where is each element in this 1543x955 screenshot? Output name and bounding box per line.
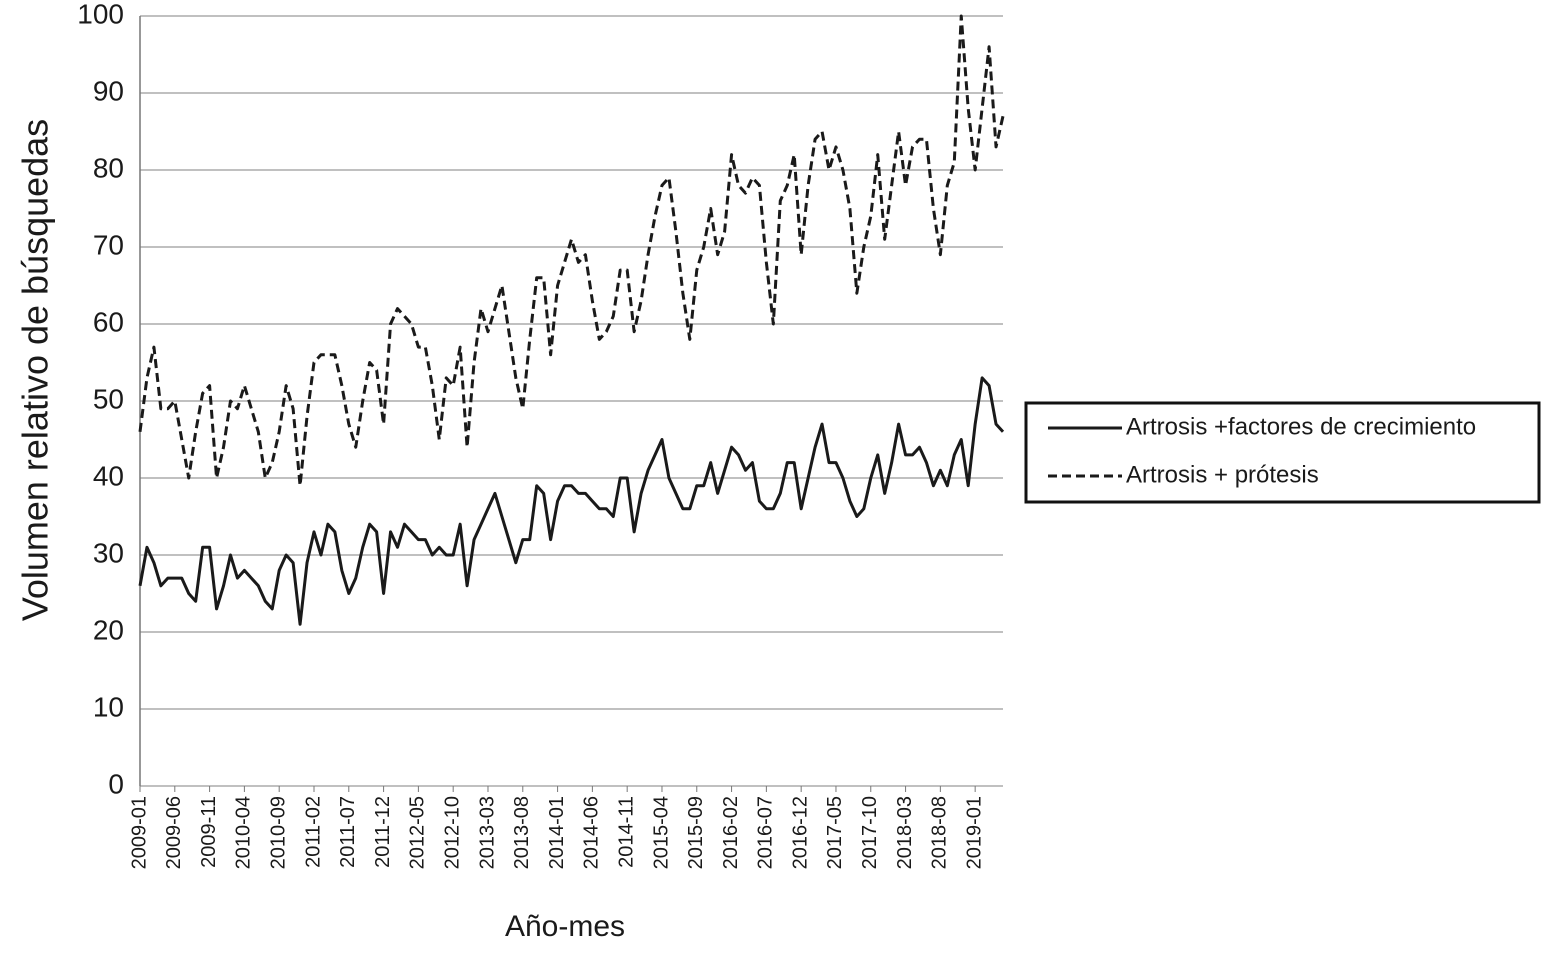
legend-label: Artrosis +factores de crecimiento	[1126, 413, 1476, 440]
x-tick-label: 2012-10	[441, 796, 463, 869]
y-tick-label: 50	[93, 383, 124, 414]
y-tick-label: 90	[93, 75, 124, 106]
y-tick-label: 20	[93, 614, 124, 645]
x-tick-label: 2017-10	[859, 796, 881, 869]
x-tick-label: 2011-07	[337, 796, 359, 868]
x-tick-label: 2016-12	[789, 796, 811, 869]
x-tick-label: 2010-09	[267, 796, 289, 869]
x-tick-label: 2019-01	[963, 796, 985, 869]
x-tick-label: 2009-06	[163, 796, 185, 869]
y-tick-label: 10	[93, 691, 124, 722]
legend-label: Artrosis + prótesis	[1126, 461, 1319, 488]
x-tick-label: 2016-07	[755, 796, 777, 869]
y-tick-label: 0	[108, 768, 124, 799]
y-tick-label: 60	[93, 306, 124, 337]
y-tick-label: 70	[93, 229, 124, 260]
x-tick-label: 2015-04	[650, 796, 672, 869]
y-tick-label: 30	[93, 537, 124, 568]
series-line	[138, 14, 1005, 488]
y-tick-label: 40	[93, 460, 124, 491]
y-axis-title: Volumen relativo de búsquedas	[15, 119, 56, 621]
x-tick-label: 2015-09	[685, 796, 707, 869]
x-tick-label: 2013-03	[476, 796, 498, 869]
series-line	[138, 376, 1005, 626]
x-tick-label: 2014-11	[615, 796, 637, 868]
legend-box	[1024, 401, 1541, 504]
y-tick-label: 100	[77, 0, 124, 29]
y-tick-label: 80	[93, 152, 124, 183]
x-tick-label: 2012-05	[407, 796, 429, 869]
x-tick-label: 2013-08	[511, 796, 533, 869]
x-tick-label: 2018-03	[894, 796, 916, 869]
x-tick-label: 2011-02	[302, 796, 324, 868]
x-axis-title: Año-mes	[505, 910, 625, 943]
x-tick-label: 2009-11	[198, 796, 220, 868]
x-tick-label: 2014-01	[546, 796, 568, 869]
x-tick-label: 2014-06	[581, 796, 603, 869]
x-tick-label: 2017-05	[824, 796, 846, 869]
x-tick-label: 2010-04	[233, 796, 255, 869]
x-tick-label: 2018-08	[929, 796, 951, 869]
x-tick-label: 2016-02	[720, 796, 742, 869]
x-tick-label: 2009-01	[128, 796, 150, 869]
x-tick-label: 2011-12	[372, 796, 394, 868]
